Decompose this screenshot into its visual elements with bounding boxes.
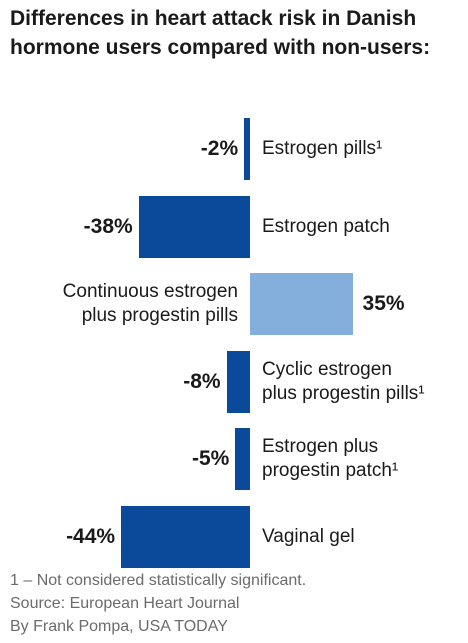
bar — [138, 195, 250, 258]
footnote: By Frank Pompa, USA TODAY — [10, 618, 228, 635]
bar — [235, 428, 250, 490]
footnote: 1 – Not considered statistically signifi… — [10, 572, 307, 589]
bar — [121, 505, 250, 568]
bar — [250, 273, 353, 335]
value-label: -5% — [192, 447, 230, 470]
category-label: Cyclic estrogen plus progestin pills¹ — [262, 358, 425, 404]
value-label: -2% — [200, 137, 239, 160]
bar — [226, 350, 250, 413]
category-label: Estrogen pills¹ — [262, 138, 383, 159]
value-label: -44% — [66, 524, 116, 548]
category-label: Estrogen patch — [262, 215, 390, 237]
value-label: 35% — [362, 292, 405, 315]
value-label: -38% — [83, 214, 133, 238]
category-label: Vaginal gel — [262, 525, 355, 547]
footnote: Source: European Heart Journal — [10, 595, 240, 612]
bar — [244, 118, 250, 180]
value-label: -8% — [183, 369, 221, 393]
chart-title: Differences in heart attack risk in Dani… — [10, 7, 431, 59]
category-label: Continuous estrogen plus progestin pills — [62, 281, 238, 326]
category-label: Estrogen plus progestin patch¹ — [262, 436, 399, 481]
